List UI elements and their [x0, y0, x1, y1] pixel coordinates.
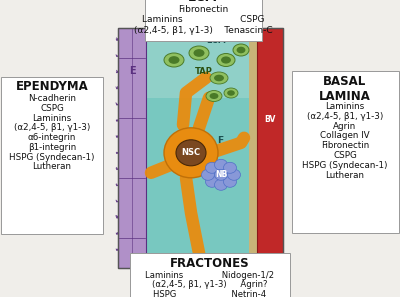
Ellipse shape — [214, 179, 228, 190]
Ellipse shape — [202, 169, 214, 180]
FancyBboxPatch shape — [292, 71, 398, 233]
Ellipse shape — [224, 88, 238, 98]
Bar — [249, 28, 257, 268]
Text: Laminins                    CSPG: Laminins CSPG — [142, 15, 264, 24]
Text: Lutheran: Lutheran — [326, 170, 364, 180]
Text: Laminins: Laminins — [32, 114, 72, 123]
Text: HSPG (Syndecan-1): HSPG (Syndecan-1) — [9, 153, 95, 162]
Ellipse shape — [194, 49, 204, 57]
Ellipse shape — [214, 159, 228, 170]
Ellipse shape — [227, 90, 235, 96]
Bar — [146, 28, 249, 98]
Bar — [257, 28, 283, 268]
Ellipse shape — [224, 176, 236, 187]
Text: HSPG                    Netrin-4: HSPG Netrin-4 — [154, 290, 266, 297]
Bar — [118, 28, 146, 268]
Text: BL: BL — [248, 255, 258, 261]
Text: (α2,4-5, β1, γ1-3): (α2,4-5, β1, γ1-3) — [307, 112, 383, 121]
Text: N-cadherin: N-cadherin — [28, 94, 76, 103]
Ellipse shape — [210, 72, 228, 84]
Ellipse shape — [214, 169, 228, 180]
Text: β1-integrin: β1-integrin — [28, 143, 76, 152]
Ellipse shape — [189, 46, 209, 60]
Ellipse shape — [214, 75, 224, 81]
Bar — [118, 28, 283, 268]
Text: NB: NB — [215, 170, 227, 179]
Ellipse shape — [237, 47, 246, 53]
Text: E: E — [129, 66, 135, 76]
FancyBboxPatch shape — [1, 77, 103, 233]
Text: Collagen IV: Collagen IV — [320, 132, 370, 140]
Ellipse shape — [221, 56, 231, 64]
Text: Laminins: Laminins — [325, 102, 365, 111]
Text: Fibronectin: Fibronectin — [321, 141, 369, 150]
Text: Agrin: Agrin — [333, 122, 357, 131]
Text: CSPG: CSPG — [333, 151, 357, 160]
Ellipse shape — [176, 140, 206, 166]
Ellipse shape — [228, 169, 240, 180]
FancyBboxPatch shape — [144, 0, 262, 41]
Text: NSC: NSC — [182, 148, 200, 157]
Text: TAP: TAP — [195, 67, 213, 77]
Ellipse shape — [168, 56, 180, 64]
Text: CSPG: CSPG — [40, 104, 64, 113]
Text: BASAL
LAMINA: BASAL LAMINA — [319, 75, 371, 103]
Ellipse shape — [233, 44, 249, 56]
Text: (α2,4-5, β1, γ1-3): (α2,4-5, β1, γ1-3) — [14, 123, 90, 132]
Text: (α2,4-5, β1, γ1-3)    Tenascin-C: (α2,4-5, β1, γ1-3) Tenascin-C — [134, 26, 272, 34]
Ellipse shape — [164, 53, 184, 67]
Text: HSPG (Syndecan-1): HSPG (Syndecan-1) — [302, 161, 388, 170]
Text: ECM: ECM — [188, 0, 218, 4]
Text: (α2,4-5, β1, γ1-3)     Agrin?: (α2,4-5, β1, γ1-3) Agrin? — [152, 280, 268, 289]
Text: EPENDYMA: EPENDYMA — [16, 80, 88, 94]
Ellipse shape — [206, 91, 222, 102]
Text: ECM: ECM — [206, 36, 226, 45]
Text: α6-integrin: α6-integrin — [28, 133, 76, 142]
Text: F: F — [217, 136, 223, 145]
Ellipse shape — [206, 162, 218, 173]
FancyBboxPatch shape — [130, 253, 290, 297]
Text: Lutheran: Lutheran — [32, 162, 72, 171]
Text: Laminins              Nidogen-1/2: Laminins Nidogen-1/2 — [146, 271, 274, 279]
Text: Fibronectin: Fibronectin — [178, 5, 228, 14]
Ellipse shape — [206, 176, 218, 187]
Text: FRACTONES: FRACTONES — [170, 257, 250, 270]
Text: BV: BV — [264, 115, 276, 124]
Ellipse shape — [164, 128, 218, 178]
Bar — [146, 28, 249, 268]
Ellipse shape — [210, 93, 218, 99]
Ellipse shape — [224, 162, 236, 173]
Ellipse shape — [217, 53, 235, 67]
